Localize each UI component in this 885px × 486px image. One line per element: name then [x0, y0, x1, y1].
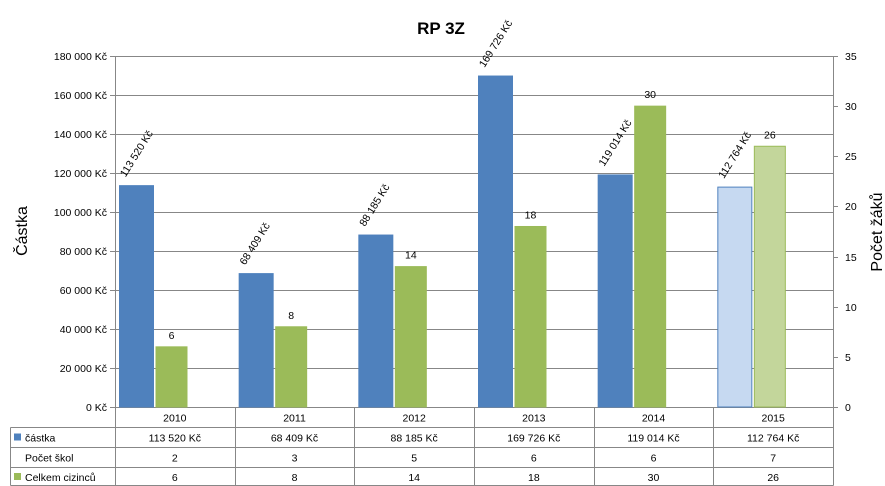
bar-castka [478, 75, 513, 408]
chart-title: RP 3Z [417, 19, 465, 38]
right-axis-tick-label: 0 [845, 402, 851, 414]
right-axis-tick-label: 25 [845, 151, 857, 163]
category-label: 2013 [522, 413, 546, 425]
legend-key-castka [14, 433, 21, 441]
category-label: 2012 [402, 413, 426, 425]
category-label: 2011 [283, 413, 306, 425]
left-axis-tick-label: 80 000 Kč [60, 246, 107, 258]
left-axis-tick-label: 100 000 Kč [54, 207, 107, 219]
data-label-celkem-cizincu: 8 [288, 310, 294, 322]
table-cell-castka: 68 409 Kč [271, 433, 318, 445]
left-axis-tick-label: 40 000 Kč [60, 324, 107, 336]
right-axis-tick-label: 15 [845, 252, 857, 264]
right-axis-tick-label: 10 [845, 302, 857, 314]
table-cell-pocet-skol: 3 [292, 453, 298, 465]
right-axis-tick-label: 30 [845, 101, 857, 113]
table-cell-pocet-skol: 7 [770, 453, 776, 465]
left-axis-tick-label: 60 000 Kč [60, 285, 107, 297]
bar-castka [119, 185, 154, 408]
bar-castka [238, 273, 274, 408]
table-cell-pocet-skol: 6 [531, 453, 537, 465]
category-label: 2015 [761, 413, 785, 425]
category-label: 2014 [642, 413, 666, 425]
bar-celkem-cizincu [514, 225, 547, 408]
bar-castka [717, 186, 753, 408]
data-label-celkem-cizincu: 6 [169, 330, 175, 342]
data-label-celkem-cizincu: 30 [644, 89, 656, 101]
table-cell-celkem-cizincu: 26 [767, 472, 779, 484]
secondary-y-axis-title: Počet žáků [868, 192, 885, 271]
data-label-celkem-cizincu: 18 [525, 209, 537, 221]
bar-celkem-cizincu [155, 346, 188, 408]
bar-castka [358, 234, 394, 408]
gridlines [115, 56, 833, 408]
table-cell-pocet-skol: 6 [651, 453, 657, 465]
right-axis-tick-label: 20 [845, 201, 857, 213]
data-table: 2010 2011 2012 2013 2014 2015 částka 113 520 Kč… [10, 407, 834, 486]
left-axis-tick-label: 180 000 Kč [54, 51, 107, 63]
data-label-celkem-cizincu: 14 [405, 250, 417, 262]
table-cell-celkem-cizincu: 14 [408, 472, 420, 484]
data-label-celkem-cizincu: 26 [764, 129, 776, 141]
table-cell-castka: 119 014 Kč [627, 433, 679, 445]
y-axis-title: Částka [12, 206, 31, 256]
right-axis-tick-label: 5 [845, 352, 851, 364]
bar-celkem-cizincu [753, 145, 786, 408]
left-axis-tick-label: 20 000 Kč [60, 363, 107, 375]
table-cell-celkem-cizincu: 8 [292, 472, 298, 484]
table-cell-castka: 169 726 Kč [507, 433, 560, 445]
axes: 0 Kč 20 000 Kč 40 000 Kč 60 000 Kč 80 000 Kč… [54, 51, 857, 414]
bar-castka [597, 174, 633, 408]
table-cell-celkem-cizincu: 18 [528, 472, 540, 484]
table-cell-pocet-skol: 5 [411, 453, 417, 465]
left-axis-tick-label: 0 Kč [86, 402, 107, 414]
table-row-label-pocet-skol: Počet škol [25, 453, 73, 465]
category-label: 2010 [163, 413, 187, 425]
bar-celkem-cizincu [394, 266, 427, 408]
table-row-label-celkem-cizincu: Celkem cizinců [25, 472, 96, 484]
left-axis-tick-label: 120 000 Kč [54, 168, 107, 180]
left-axis-tick-label: 160 000 Kč [54, 90, 107, 102]
table-cell-castka: 112 764 Kč [747, 433, 799, 445]
table-cell-castka: 113 520 Kč [149, 433, 201, 445]
bar-celkem-cizincu [275, 326, 308, 408]
bars [119, 75, 786, 408]
left-axis-tick-label: 140 000 Kč [54, 129, 107, 141]
table-cell-celkem-cizincu: 6 [172, 472, 178, 484]
table-cell-castka: 88 185 Kč [391, 433, 438, 445]
bar-celkem-cizincu [634, 105, 667, 408]
right-axis-tick-label: 35 [845, 51, 857, 63]
legend-key-celkem-cizincu [14, 473, 21, 480]
table-row-label-castka: částka [25, 433, 56, 445]
table-cell-celkem-cizincu: 30 [648, 472, 660, 484]
table-cell-pocet-skol: 2 [172, 453, 178, 465]
